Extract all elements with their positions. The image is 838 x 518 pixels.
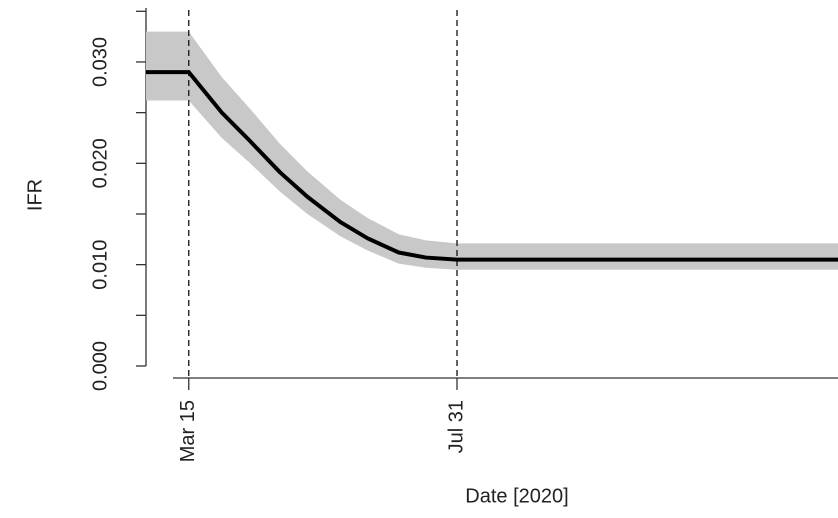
ifr-line [146,70,838,262]
y-tick-label: 0.000 [89,341,111,391]
confidence-band [146,31,838,270]
y-axis-title: IFR [24,179,46,211]
y-tick-label: 0.030 [89,37,111,87]
x-tick-label: Mar 15 [177,400,199,462]
y-tick-label: 0.010 [89,240,111,290]
y-tick-label: 0.020 [89,138,111,188]
x-tick-label: Jul 31 [445,400,467,453]
x-axis-title: Date [2020] [465,485,568,507]
